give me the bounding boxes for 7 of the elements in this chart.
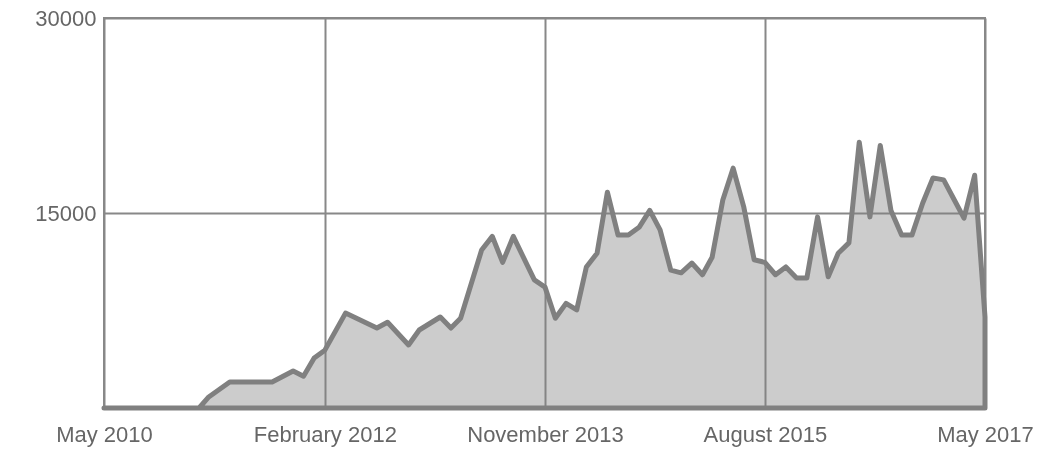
y-tick-label: 15000 bbox=[35, 200, 97, 226]
x-tick-label: November 2013 bbox=[467, 421, 624, 447]
x-tick-label: February 2012 bbox=[253, 421, 397, 447]
y-tick-label: 30000 bbox=[35, 5, 97, 31]
x-tick-label: May 2017 bbox=[937, 421, 1034, 447]
x-tick-label: May 2010 bbox=[56, 421, 153, 447]
x-tick-label: August 2015 bbox=[703, 421, 828, 447]
